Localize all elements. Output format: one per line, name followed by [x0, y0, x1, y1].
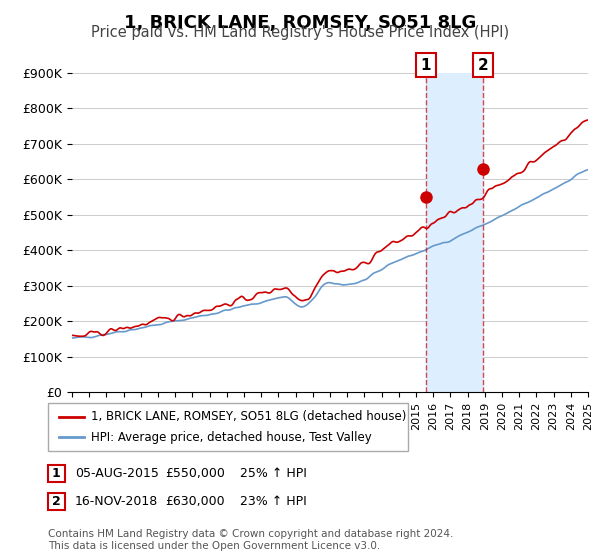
Text: 05-AUG-2015: 05-AUG-2015 [75, 466, 159, 480]
Text: 1, BRICK LANE, ROMSEY, SO51 8LG: 1, BRICK LANE, ROMSEY, SO51 8LG [124, 14, 476, 32]
Text: £630,000: £630,000 [165, 494, 224, 508]
Text: Contains HM Land Registry data © Crown copyright and database right 2024.
This d: Contains HM Land Registry data © Crown c… [48, 529, 454, 551]
Text: £550,000: £550,000 [165, 466, 225, 480]
Text: 2: 2 [478, 58, 488, 73]
Text: 1, BRICK LANE, ROMSEY, SO51 8LG (detached house): 1, BRICK LANE, ROMSEY, SO51 8LG (detache… [91, 410, 407, 423]
Text: HPI: Average price, detached house, Test Valley: HPI: Average price, detached house, Test… [91, 431, 372, 444]
Text: 1: 1 [421, 58, 431, 73]
Text: Price paid vs. HM Land Registry's House Price Index (HPI): Price paid vs. HM Land Registry's House … [91, 25, 509, 40]
Text: 1: 1 [52, 466, 61, 480]
Bar [426, 73, 483, 392]
FancyBboxPatch shape [48, 403, 408, 451]
Text: 16-NOV-2018: 16-NOV-2018 [75, 494, 158, 508]
Text: 2: 2 [52, 494, 61, 508]
Text: 23% ↑ HPI: 23% ↑ HPI [240, 494, 307, 508]
Text: 25% ↑ HPI: 25% ↑ HPI [240, 466, 307, 480]
